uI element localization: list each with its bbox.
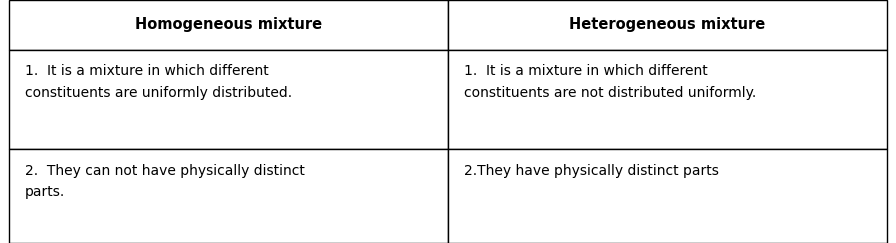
Text: 2.They have physically distinct parts: 2.They have physically distinct parts xyxy=(464,164,719,178)
Bar xyxy=(9,50,448,149)
Text: Homogeneous mixture: Homogeneous mixture xyxy=(135,17,322,32)
Text: 1.  It is a mixture in which different
constituents are not distributed uniforml: 1. It is a mixture in which different co… xyxy=(464,64,756,100)
Bar xyxy=(9,149,448,243)
Text: Heterogeneous mixture: Heterogeneous mixture xyxy=(569,17,766,32)
Bar xyxy=(9,0,448,50)
Bar xyxy=(448,0,887,50)
Text: 2.  They can not have physically distinct
parts.: 2. They can not have physically distinct… xyxy=(25,164,305,199)
Bar xyxy=(448,149,887,243)
Text: 1.  It is a mixture in which different
constituents are uniformly distributed.: 1. It is a mixture in which different co… xyxy=(25,64,292,100)
Bar xyxy=(448,50,887,149)
